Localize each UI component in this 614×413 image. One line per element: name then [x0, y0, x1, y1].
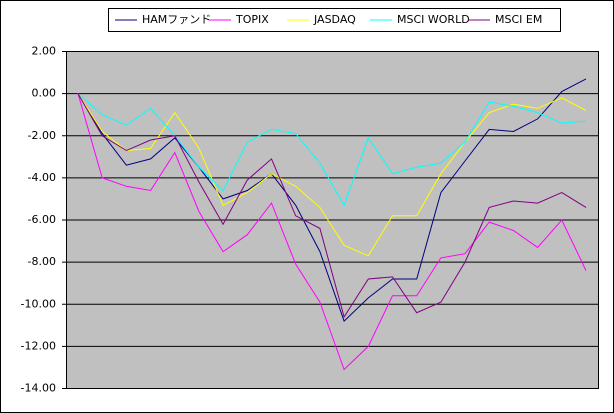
y-tick-label: 0.00	[32, 87, 57, 100]
series-line	[77, 93, 587, 371]
legend-box	[108, 8, 561, 32]
y-tick-label: -6.00	[28, 213, 56, 226]
legend-label: MSCI EM	[495, 13, 542, 26]
series-line	[77, 78, 587, 322]
y-tick-label: -8.00	[28, 255, 56, 268]
y-tick-label: -2.00	[28, 129, 56, 142]
series-line	[77, 93, 587, 207]
legend-label: TOPIX	[235, 13, 269, 26]
legend-label: MSCI WORLD	[397, 13, 470, 26]
series-line	[77, 93, 587, 319]
series-line	[77, 93, 587, 257]
y-tick-label: -12.00	[21, 339, 56, 352]
legend-label: JASDAQ	[313, 13, 356, 26]
y-tick-label: -14.00	[21, 382, 56, 395]
y-tick-label: 2.00	[32, 45, 57, 58]
y-tick-label: -10.00	[21, 297, 56, 310]
legend-label: HAMファンド	[142, 13, 211, 26]
y-tick-label: -4.00	[28, 171, 56, 184]
